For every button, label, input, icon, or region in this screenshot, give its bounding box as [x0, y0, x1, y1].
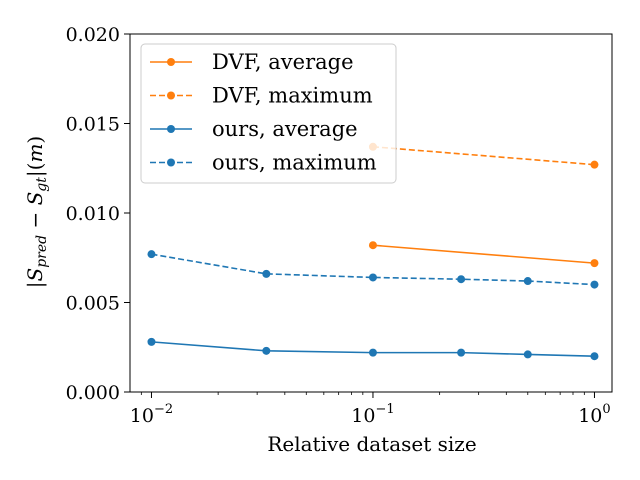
series-layer: [147, 142, 599, 361]
series-line-ours-average: [151, 341, 595, 357]
series-line-dvf-maximum: [372, 145, 595, 166]
x-axis-label: Relative dataset size: [267, 432, 476, 456]
data-point-ours-maximum: [262, 269, 271, 278]
legend-marker-ours-average: [167, 125, 175, 133]
data-point-dvf-maximum: [590, 160, 599, 169]
y-tick-label: 0.000: [66, 382, 120, 404]
x-tick-label: 10−2: [130, 402, 173, 427]
legend-label-ours-maximum: ours, maximum: [212, 151, 377, 175]
x-tick-label: 100: [578, 402, 610, 427]
data-point-ours-maximum: [457, 275, 466, 284]
legend-marker-dvf-maximum: [167, 91, 175, 100]
series-line-ours-maximum: [151, 253, 595, 286]
legend-label-dvf-maximum: DVF, maximum: [212, 84, 373, 108]
data-point-ours-average: [523, 350, 532, 359]
legend-marker-dvf-average: [167, 58, 175, 66]
legend-label-dvf-average: DVF, average: [212, 50, 354, 74]
y-tick-label: 0.015: [66, 114, 120, 136]
data-point-ours-maximum: [147, 250, 156, 259]
x-axis: 10−2 10−1 100: [130, 392, 611, 427]
data-point-ours-average: [457, 348, 466, 357]
legend-label-ours-average: ours, average: [212, 117, 358, 141]
data-point-ours-average: [368, 348, 377, 357]
y-axis: 0.000 0.005 0.010 0.015 0.020: [66, 24, 130, 404]
legend: DVF, average DVF, maximum ours, average our…: [140, 43, 397, 184]
data-point-dvf-average: [368, 241, 377, 250]
x-tick-label: 10−1: [351, 402, 394, 427]
y-axis-label: |Spred − Sgt|(m): [23, 136, 50, 288]
y-tick-label: 0.005: [66, 293, 120, 315]
legend-marker-ours-maximum: [167, 158, 175, 167]
data-point-dvf-average: [590, 259, 599, 268]
data-point-ours-average: [590, 352, 599, 361]
data-point-ours-maximum: [523, 277, 532, 286]
legend-box: [140, 43, 397, 184]
data-point-ours-average: [147, 337, 156, 346]
y-tick-label: 0.010: [66, 203, 120, 225]
y-tick-label: 0.020: [66, 24, 120, 46]
series-line-dvf-average: [372, 244, 595, 264]
data-point-ours-maximum: [590, 280, 599, 289]
data-point-ours-maximum: [368, 273, 377, 282]
data-point-ours-average: [262, 346, 271, 355]
